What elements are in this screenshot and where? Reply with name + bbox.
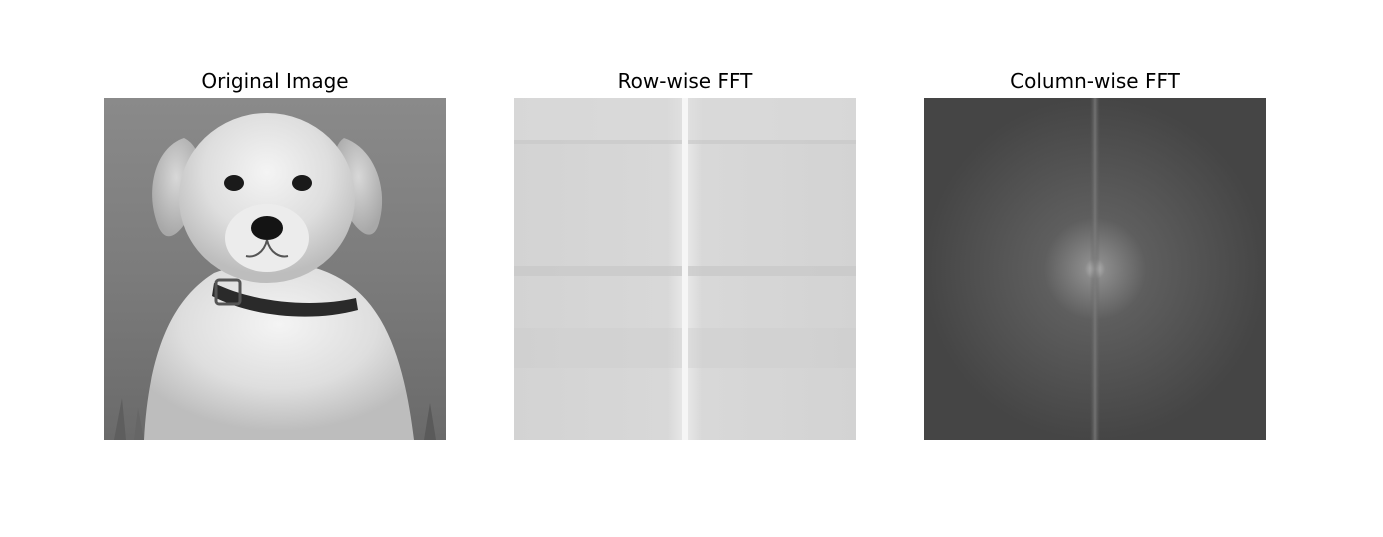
original-image-panel (104, 98, 446, 440)
panel-title-original: Original Image (201, 69, 349, 93)
panel-title-column-fft: Column-wise FFT (1010, 69, 1180, 93)
row-fft-panel (514, 98, 856, 440)
puppy-image (104, 98, 446, 440)
row-fft-image (514, 98, 856, 440)
column-fft-panel (924, 98, 1266, 440)
panel-title-row-fft: Row-wise FFT (617, 69, 753, 93)
column-fft-image (924, 98, 1266, 440)
